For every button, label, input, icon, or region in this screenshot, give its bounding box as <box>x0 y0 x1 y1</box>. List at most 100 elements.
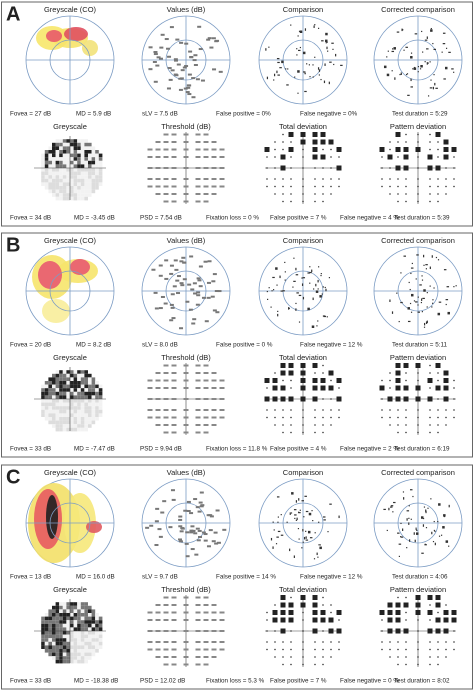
deviation-symbol <box>336 165 342 171</box>
comparison-point <box>426 292 428 294</box>
greyscale-cell <box>73 602 78 606</box>
threshold-point <box>211 156 217 158</box>
greyscale-cell <box>73 623 78 628</box>
greyscale-cell <box>55 388 60 392</box>
comparison-point <box>421 311 423 313</box>
deviation-symbol <box>282 656 284 658</box>
deviation-symbol <box>437 648 439 651</box>
greyscale-cell <box>55 381 60 385</box>
value-point <box>201 296 206 299</box>
comparison-point <box>398 320 400 323</box>
greyscale-cell <box>59 424 63 428</box>
comparison-point <box>266 76 269 80</box>
value-point <box>153 53 158 56</box>
deviation-symbol <box>429 133 431 136</box>
threshold-point <box>195 193 201 195</box>
greyscale-cell <box>55 153 60 158</box>
deviation-symbol <box>437 663 439 666</box>
deviation-symbol <box>403 385 409 391</box>
greyscale-cell <box>88 186 92 190</box>
comparison-point <box>394 77 396 80</box>
greyscale-cell <box>48 182 52 186</box>
greyscale-cell <box>77 395 81 399</box>
stat-text: Test duration = 6:19 <box>394 446 450 453</box>
greyscale-cell <box>59 427 63 432</box>
deviation-symbol <box>330 156 332 158</box>
greyscale-cell <box>66 399 70 403</box>
deviation-symbol <box>320 385 326 391</box>
comparison-point <box>417 296 419 298</box>
greyscale-cell <box>70 160 74 165</box>
deviation-symbol <box>397 200 399 203</box>
deviation-symbol <box>320 132 326 137</box>
deviation-symbol <box>389 416 391 419</box>
plot-title: Greyscale <box>53 353 87 362</box>
deviation-symbol <box>397 641 399 643</box>
greyscale-cell <box>91 175 96 179</box>
deviation-symbol <box>328 139 334 145</box>
comparison-point <box>421 279 424 281</box>
threshold-point <box>163 641 169 643</box>
value-point <box>211 280 216 283</box>
deviation-symbol <box>379 147 385 152</box>
threshold-point <box>219 398 225 400</box>
comparison-point <box>293 509 297 511</box>
deviation-symbol <box>405 416 407 419</box>
greyscale-cell <box>62 142 67 147</box>
threshold-point <box>155 648 161 651</box>
value-point <box>192 318 197 321</box>
threshold-point <box>163 596 169 599</box>
greyscale-cell <box>66 620 70 624</box>
greyscale-cell <box>77 620 81 624</box>
greyscale-cell <box>80 652 85 657</box>
threshold-point <box>155 379 161 382</box>
comparison-point <box>298 49 301 52</box>
greyscale-cell <box>62 424 67 428</box>
greyscale-cell <box>41 634 45 639</box>
deviation-symbol <box>443 370 449 376</box>
greyscale-cell <box>73 656 78 660</box>
comparison-point <box>327 531 329 533</box>
comparison-point <box>445 540 449 543</box>
comparison-point <box>316 552 318 556</box>
greyscale-cell <box>55 384 60 389</box>
threshold-point <box>219 178 225 180</box>
greyscale-cell <box>98 391 103 396</box>
plot <box>264 363 342 435</box>
threshold-point <box>203 424 209 426</box>
deviation-symbol <box>282 200 284 203</box>
deviation-symbol <box>405 648 407 651</box>
deviation-symbol <box>322 656 324 658</box>
greyscale-cell <box>84 659 88 664</box>
threshold-point <box>195 611 201 614</box>
value-point <box>166 47 171 50</box>
greyscale-cell <box>73 381 78 385</box>
comparison-point <box>423 506 426 508</box>
deviation-symbol <box>274 167 276 169</box>
greyscale-cell <box>52 649 56 653</box>
deviation-symbol <box>429 663 431 666</box>
comparison-point <box>305 530 307 532</box>
greyscale-cell <box>91 609 96 613</box>
plot <box>25 246 115 336</box>
threshold-point <box>155 372 161 374</box>
deviation-symbol <box>405 409 407 411</box>
plot-title: Pattern deviation <box>390 353 446 362</box>
greyscale-cell <box>77 616 81 621</box>
panel-frame <box>1 464 473 690</box>
value-point <box>211 37 216 40</box>
greyscale-cell <box>66 395 70 399</box>
value-point <box>195 303 200 306</box>
greyscale-cell <box>66 193 70 197</box>
greyscale-cell <box>98 157 103 161</box>
greyscale-cell <box>70 616 74 621</box>
greyscale-cell <box>80 409 85 414</box>
comparison-point <box>416 529 418 532</box>
greyscale-cell <box>62 417 67 421</box>
deviation-symbol <box>274 372 276 374</box>
value-point <box>171 317 176 320</box>
greyscale-cell <box>73 605 78 610</box>
greyscale-cell <box>91 631 96 635</box>
plot-title: Comparison <box>283 236 323 245</box>
greyscale-cell <box>62 652 67 657</box>
